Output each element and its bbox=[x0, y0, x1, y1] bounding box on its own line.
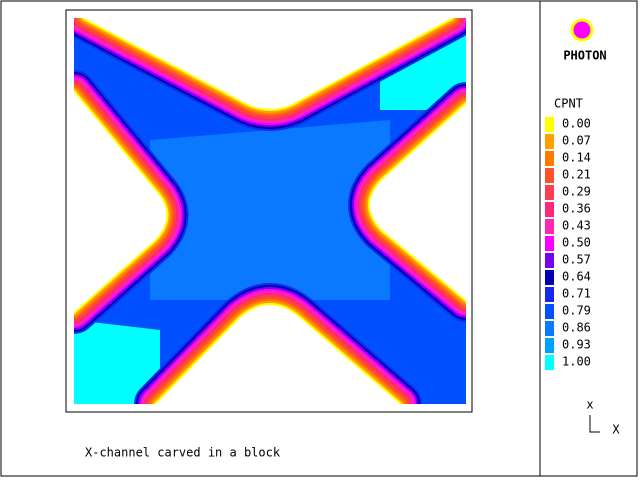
legend: 0.00 0.07 0.14 0.21 0.29 0.36 0.43 0.50 0.57 0.64… bbox=[545, 117, 591, 370]
legend-swatch bbox=[545, 236, 554, 251]
legend-swatch bbox=[545, 321, 554, 336]
plot-frame bbox=[65, 9, 473, 413]
caption: X-channel carved in a block bbox=[85, 446, 281, 460]
legend-swatch bbox=[545, 253, 554, 268]
carved-region bbox=[370, 104, 466, 300]
legend-swatch bbox=[545, 134, 554, 149]
contour-field bbox=[74, 18, 466, 404]
carved-region bbox=[74, 92, 167, 312]
legend-label: 0.79 bbox=[562, 304, 591, 318]
legend-swatch bbox=[545, 355, 554, 370]
legend-label: 0.14 bbox=[562, 151, 591, 165]
logo-text: PHOTON bbox=[563, 49, 606, 63]
legend-label: 0.36 bbox=[562, 202, 591, 216]
legend-swatch bbox=[545, 338, 554, 353]
legend-swatch bbox=[545, 151, 554, 166]
legend-swatch bbox=[545, 202, 554, 217]
legend-swatch bbox=[545, 287, 554, 302]
legend-label: 0.07 bbox=[562, 134, 591, 148]
legend-label: 0.29 bbox=[562, 185, 591, 199]
legend-label: 0.50 bbox=[562, 236, 591, 250]
carved-region bbox=[84, 18, 452, 109]
legend-swatch bbox=[545, 185, 554, 200]
legend-title: CPNT bbox=[554, 97, 583, 111]
legend-swatch bbox=[545, 168, 554, 183]
axis-big: X bbox=[612, 423, 620, 437]
legend-swatch bbox=[545, 270, 554, 285]
axis-icon bbox=[589, 415, 600, 433]
axis-small: x bbox=[586, 398, 593, 412]
legend-swatch bbox=[545, 219, 554, 234]
logo-icon bbox=[570, 18, 594, 42]
legend-swatch bbox=[545, 117, 554, 132]
legend-label: 0.86 bbox=[562, 321, 591, 335]
legend-label: 1.00 bbox=[562, 355, 591, 369]
legend-swatch bbox=[545, 304, 554, 319]
legend-label: 0.57 bbox=[562, 253, 591, 267]
legend-label: 0.93 bbox=[562, 338, 591, 352]
carved-region bbox=[156, 305, 400, 404]
legend-label: 0.21 bbox=[562, 168, 591, 182]
legend-label: 0.71 bbox=[562, 287, 591, 301]
legend-label: 0.43 bbox=[562, 219, 591, 233]
legend-label: 0.00 bbox=[562, 117, 591, 131]
legend-label: 0.64 bbox=[562, 270, 591, 284]
